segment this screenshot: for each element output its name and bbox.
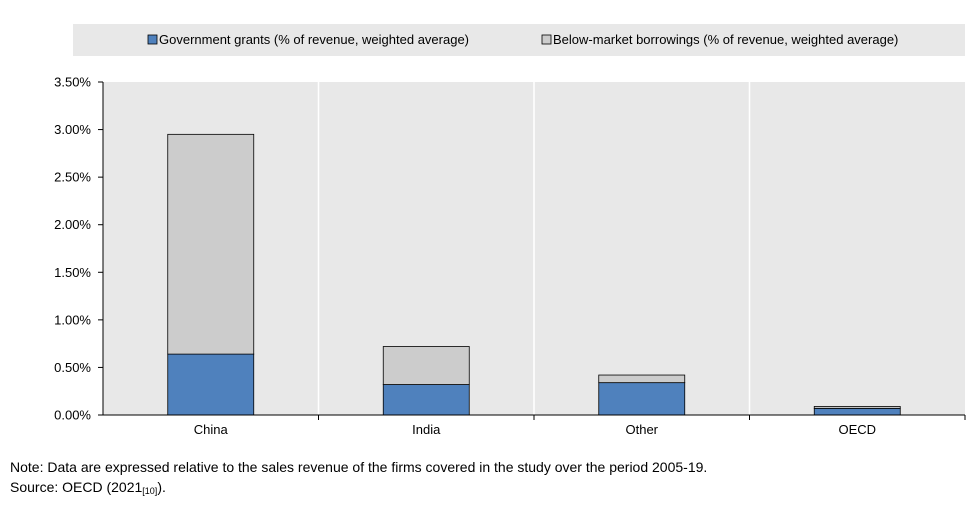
x-tick-label: Other [625,422,658,437]
y-tick-label: 3.00% [54,122,91,137]
bar-india-series-2 [382,346,470,385]
bar-oecd-series-1 [813,407,901,416]
y-tick-label: 0.00% [54,408,91,423]
source-prefix: Source: OECD (2021 [10,479,143,495]
y-tick-label: 1.00% [54,312,91,327]
source-suffix: ). [157,479,166,495]
x-tick-label: OECD [838,422,876,437]
bar-oecd-series-2 [813,406,901,409]
chart-source: Source: OECD (2021[10]). [10,478,166,500]
bar-other-series-1 [598,382,686,416]
y-tick-label: 2.00% [54,217,91,232]
bar-china-series-2 [167,133,255,355]
legend-label-2: Below-market borrowings (% of revenue, w… [553,32,898,47]
legend-label-1: Government grants (% of revenue, weighte… [159,32,469,47]
chart-note: Note: Data are expressed relative to the… [10,459,708,475]
y-tick-label: 1.50% [54,265,91,280]
bar-other-series-2 [598,374,686,384]
legend-background [73,24,965,56]
legend-swatch-1 [147,34,158,45]
y-tick-label: 0.50% [54,360,91,375]
y-tick-label: 3.50% [54,75,91,90]
x-tick-label: India [412,422,441,437]
bar-china-series-1 [167,353,255,416]
x-tick-label: China [194,422,229,437]
y-tick-label: 2.50% [54,170,91,185]
legend-swatch-2 [541,34,552,45]
bar-india-series-1 [382,384,470,416]
source-reference: [10] [142,486,158,496]
stacked-bar-chart: Government grants (% of revenue, weighte… [54,24,966,437]
